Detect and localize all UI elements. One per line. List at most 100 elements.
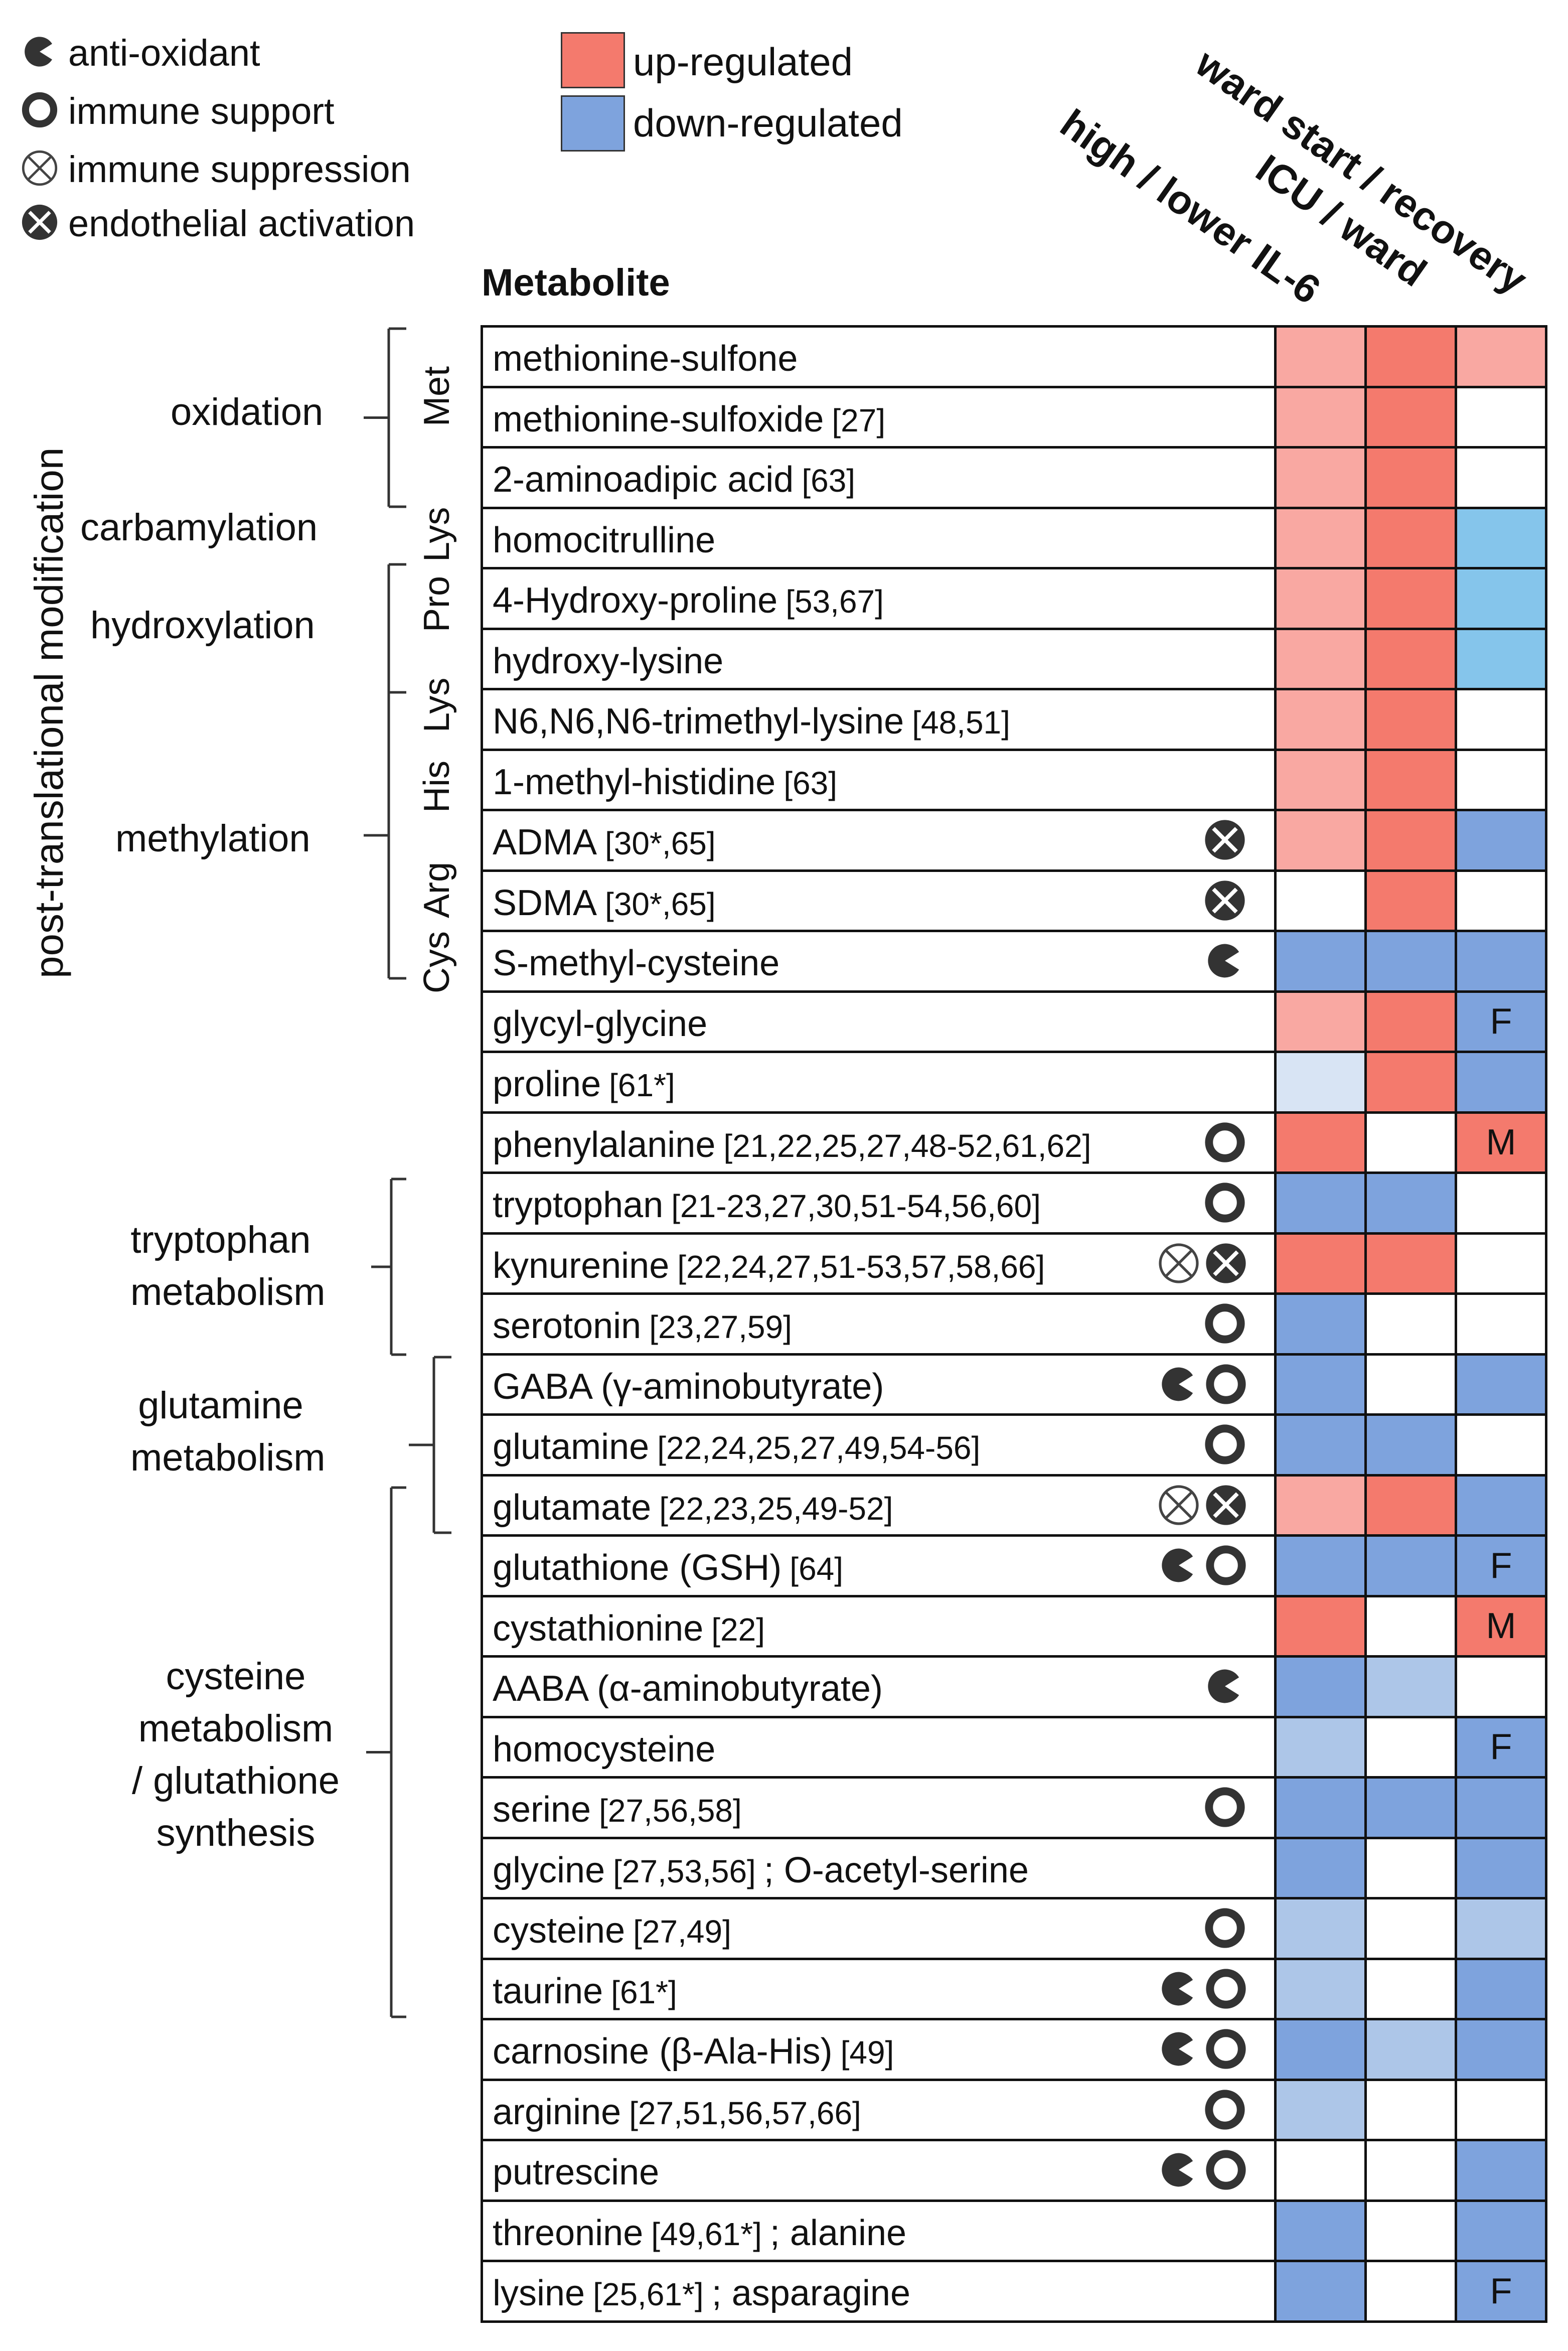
reference: [48,51] <box>912 704 1010 741</box>
metabolite-name: S-methyl-cysteine <box>493 943 780 983</box>
heatmap-cell <box>1455 2018 1547 2081</box>
antioxidant-icon <box>1162 1367 1193 1401</box>
group-methylation: methylation <box>115 817 310 860</box>
legend-label: endothelial activation <box>68 202 415 244</box>
metabolite-name: N6,N6,N6-trimethyl-lysine <box>493 701 904 742</box>
legend-endothelial-activation: endothelial activation <box>20 201 415 246</box>
row-icons <box>1203 878 1247 923</box>
antioxidant-icon <box>1208 944 1239 978</box>
antioxidant-icon <box>1208 1669 1239 1703</box>
row-label: methionine-sulfone <box>493 338 798 379</box>
metabolite-name: tryptophan <box>493 1185 664 1225</box>
reference: [25,61*] <box>593 2276 704 2312</box>
legend-label: immune support <box>68 90 335 132</box>
immune-support-icon <box>1206 1545 1246 1585</box>
group-cysteine: cysteine metabolism / glutathione synthe… <box>100 1651 371 1859</box>
heatmap-cell <box>1274 1897 1367 1960</box>
heatmap-cell <box>1455 1897 1547 1960</box>
row-label: arginine [27,51,56,57,66] <box>493 2092 861 2133</box>
immune-support-icon <box>20 90 59 132</box>
heatmap-cell <box>1274 748 1367 811</box>
antioxidant-icon <box>1162 1972 1193 2005</box>
row-label: lysine [25,61*]; asparagine <box>493 2273 910 2314</box>
row-label: SDMA [30*,65] <box>493 883 716 924</box>
metabolite-row <box>481 990 1277 1053</box>
row-label: serine [27,56,58] <box>493 1789 742 1830</box>
immune-support-icon <box>1206 2150 1246 2190</box>
metabolite-row <box>481 1353 1277 1416</box>
immune-support-icon <box>1205 1303 1245 1344</box>
row-label: taurine [61*] <box>493 1971 677 2012</box>
metabolite-name: glutamate <box>493 1487 652 1528</box>
metabolite-row <box>481 1534 1277 1597</box>
row-label: phenylalanine [21,22,25,27,48-52,61,62] <box>493 1124 1091 1165</box>
reference: [63] <box>783 765 837 801</box>
down-regulated-label: down-regulated <box>633 101 903 145</box>
metabolite-extra: ; asparagine <box>711 2273 910 2313</box>
reference: [27] <box>832 402 886 438</box>
metabolite-name: homocitrulline <box>493 520 716 560</box>
row-label: serotonin [23,27,59] <box>493 1305 792 1347</box>
immune-support-icon <box>1206 1968 1246 2009</box>
row-label: glutathione (GSH) [64] <box>493 1547 843 1588</box>
row-icons <box>1203 1120 1247 1164</box>
row-label: tryptophan [21-23,27,30,51-54,56,60] <box>493 1185 1041 1226</box>
heatmap-cell <box>1364 1776 1457 1839</box>
row-label: hydroxy-lysine <box>493 641 723 682</box>
reference: [61*] <box>609 1067 675 1103</box>
reference: [27,56,58] <box>599 1793 742 1829</box>
reference: [22,24,27,51-53,57,58,66] <box>677 1248 1045 1285</box>
metabolite-name: glutathione (GSH) <box>493 1548 782 1588</box>
heatmap-cell <box>1274 385 1367 449</box>
immune-support-icon <box>1206 2029 1246 2069</box>
row-label: N6,N6,N6-trimethyl-lysine [48,51] <box>493 701 1010 742</box>
reference: [64] <box>790 1551 844 1587</box>
row-icons <box>1157 1362 1248 1406</box>
group-carbamylation: carbamylation <box>80 506 318 549</box>
metabolite-name: 4-Hydroxy-proline <box>493 580 778 621</box>
metabolite-name: serotonin <box>493 1306 642 1346</box>
metabolite-name: phenylalanine <box>493 1124 716 1165</box>
row-icons <box>1203 1906 1247 1950</box>
row-icons <box>1157 1543 1248 1587</box>
group-line: metabolism <box>130 1436 326 1479</box>
reference: [27,49] <box>633 1914 731 1950</box>
antioxidant-icon <box>1162 2153 1193 2187</box>
metabolite-name: SDMA <box>493 883 597 923</box>
row-label: proline [61*] <box>493 1064 675 1105</box>
group-line: synthesis <box>156 1812 316 1854</box>
heatmap-cell <box>1364 1353 1457 1416</box>
heatmap-cell <box>1455 748 1547 811</box>
metabolite-name: methionine-sulfone <box>493 339 798 379</box>
reference: [61*] <box>611 1974 677 2010</box>
reference: [21-23,27,30,51-54,56,60] <box>671 1188 1041 1224</box>
heatmap-cell <box>1274 930 1367 993</box>
row-icons <box>1203 2088 1247 2132</box>
metabolite-name: proline <box>493 1064 601 1104</box>
heatmap-cell <box>1274 1413 1367 1477</box>
row-icons <box>1157 1241 1248 1285</box>
row-icons <box>1157 2148 1248 2192</box>
heatmap-cell <box>1364 1292 1457 1356</box>
metabolite-extra: ; O-acetyl-serine <box>763 1850 1029 1890</box>
endothelial-activation-icon <box>1206 1243 1246 1283</box>
metabolite-name: putrescine <box>493 2152 660 2192</box>
reference: [30*,65] <box>605 825 716 861</box>
heatmap-cell <box>1455 809 1547 872</box>
heatmap-cell <box>1274 1655 1367 1718</box>
immune-support-icon <box>1205 1183 1245 1223</box>
immune-suppression-icon <box>22 150 58 186</box>
heatmap-cell <box>1455 627 1547 690</box>
metabolite-name: arginine <box>493 2092 621 2132</box>
metabolite-row <box>481 1957 1277 2020</box>
group-line: / glutathione <box>131 1759 340 1802</box>
heatmap-cell <box>1274 1111 1367 1174</box>
metabolite-name: GABA (γ-aminobutyrate) <box>493 1366 884 1407</box>
heatmap-cell <box>1455 446 1547 509</box>
up-regulated-label: up-regulated <box>633 40 853 84</box>
heatmap-cell <box>1274 1171 1367 1235</box>
up-regulated-swatch <box>561 32 625 88</box>
metabolite-name: 1-methyl-histidine <box>493 762 776 802</box>
heatmap-cell <box>1274 1715 1367 1779</box>
